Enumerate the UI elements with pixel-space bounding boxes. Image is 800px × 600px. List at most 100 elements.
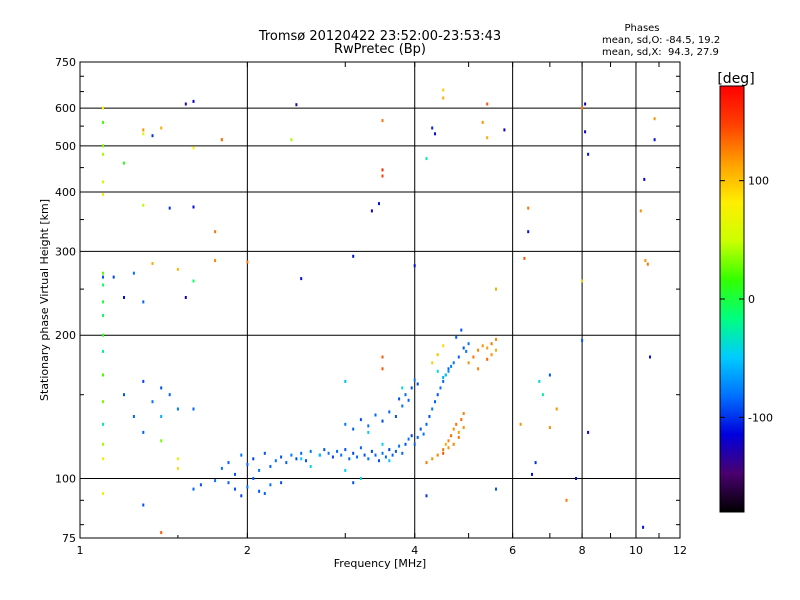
data-point — [367, 424, 370, 428]
data-point — [548, 373, 551, 377]
data-point — [495, 337, 497, 341]
data-point — [584, 130, 587, 134]
data-point — [436, 393, 439, 397]
data-point — [401, 404, 404, 408]
data-point — [123, 393, 125, 397]
data-point — [644, 259, 647, 263]
data-point — [486, 346, 489, 350]
data-point — [176, 407, 179, 411]
data-point — [359, 446, 362, 450]
colorbar-tick-label: 100 — [748, 175, 769, 188]
data-point — [323, 448, 326, 452]
data-point — [374, 453, 377, 457]
data-point — [227, 461, 230, 465]
data-point — [428, 415, 431, 418]
data-point — [447, 446, 450, 450]
data-point — [142, 132, 145, 136]
data-point — [381, 119, 384, 123]
data-point — [168, 206, 171, 210]
data-point — [460, 328, 463, 332]
data-point — [447, 369, 450, 373]
data-point — [455, 335, 458, 339]
data-point — [442, 344, 445, 348]
data-point — [486, 357, 489, 361]
data-point — [151, 400, 154, 404]
data-point — [132, 415, 135, 418]
data-point — [102, 422, 104, 426]
data-point — [444, 442, 447, 446]
data-point — [151, 262, 154, 265]
data-point — [318, 453, 321, 457]
data-point — [142, 503, 145, 507]
colorbar-tick-label: 0 — [748, 293, 755, 306]
y-axis-label: Stationary phase Virtual Height [km] — [38, 199, 51, 401]
data-point — [419, 427, 422, 431]
data-point — [575, 477, 577, 480]
stats-line-x: mean, sd,X: 94.3, 27.9 — [602, 47, 719, 58]
x-tick-label: 10 — [629, 544, 643, 557]
y-tick-label: 500 — [55, 140, 76, 153]
data-point — [388, 459, 391, 463]
data-point — [436, 353, 439, 357]
data-point — [331, 455, 334, 459]
data-point — [490, 342, 493, 346]
data-point — [344, 379, 347, 383]
data-point — [234, 472, 236, 476]
data-point — [381, 419, 384, 423]
data-point — [581, 106, 584, 110]
data-point — [381, 168, 384, 172]
data-point — [388, 448, 391, 452]
data-point — [541, 393, 544, 397]
data-point — [555, 407, 558, 411]
data-point — [192, 205, 195, 209]
data-point — [220, 138, 223, 142]
y-tick-label: 75 — [62, 532, 76, 545]
data-point — [457, 430, 460, 434]
data-point — [184, 296, 187, 299]
data-point — [587, 152, 590, 156]
data-point — [102, 373, 104, 377]
data-point — [519, 422, 522, 426]
data-point — [527, 206, 530, 210]
data-point — [336, 449, 339, 453]
data-point — [381, 367, 384, 371]
data-point — [465, 349, 468, 353]
y-tick-label: 100 — [55, 473, 76, 486]
data-point — [192, 99, 195, 103]
y-tick-label: 750 — [55, 56, 76, 69]
data-point — [102, 333, 104, 337]
data-point — [123, 161, 125, 165]
data-point — [102, 193, 104, 196]
data-point — [391, 453, 394, 457]
data-point — [344, 468, 347, 472]
data-point — [495, 287, 497, 291]
data-point — [220, 466, 223, 470]
data-point — [477, 367, 480, 371]
data-point — [240, 453, 243, 457]
data-point — [431, 457, 434, 461]
data-point — [290, 138, 293, 142]
data-point — [176, 457, 179, 461]
data-point — [416, 435, 419, 439]
data-point — [374, 413, 377, 417]
data-point — [370, 209, 373, 213]
data-point — [407, 437, 410, 441]
data-point — [534, 461, 537, 465]
data-point — [295, 103, 298, 107]
data-point — [269, 465, 272, 468]
data-point — [280, 455, 283, 459]
data-point — [434, 132, 436, 136]
data-point — [442, 451, 445, 455]
data-point — [285, 461, 288, 465]
data-point — [102, 300, 104, 304]
data-point — [455, 422, 458, 426]
data-point — [467, 361, 470, 365]
data-point — [214, 479, 217, 483]
data-point — [643, 177, 646, 181]
data-point — [168, 393, 171, 397]
data-point — [442, 448, 445, 452]
data-point — [477, 348, 480, 352]
data-point — [199, 483, 202, 487]
data-point — [246, 485, 249, 489]
